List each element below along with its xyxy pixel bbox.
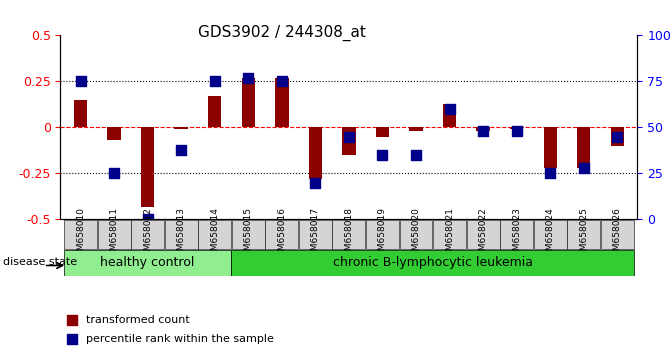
- Bar: [476, 127, 490, 131]
- Bar: [131, 220, 164, 249]
- Bar: [342, 127, 356, 155]
- Point: [344, 134, 354, 139]
- Text: transformed count: transformed count: [87, 315, 190, 325]
- Bar: [141, 127, 154, 207]
- Point: [377, 152, 388, 158]
- Bar: [332, 220, 365, 249]
- Bar: [198, 220, 231, 249]
- Bar: [443, 103, 456, 127]
- Point: [411, 152, 421, 158]
- Point: [511, 128, 522, 134]
- Bar: [577, 127, 590, 168]
- Text: GSM658010: GSM658010: [76, 207, 85, 262]
- Bar: [232, 220, 264, 249]
- Bar: [399, 220, 432, 249]
- Bar: [275, 78, 289, 127]
- Bar: [601, 220, 633, 249]
- Point: [109, 171, 119, 176]
- Bar: [231, 250, 634, 276]
- Text: GSM658016: GSM658016: [277, 207, 287, 262]
- Text: GSM658020: GSM658020: [411, 207, 421, 262]
- Text: chronic B-lymphocytic leukemia: chronic B-lymphocytic leukemia: [333, 256, 533, 269]
- Text: GSM658011: GSM658011: [109, 207, 119, 262]
- Point: [176, 147, 187, 152]
- Point: [478, 128, 488, 134]
- Bar: [208, 96, 221, 127]
- Bar: [433, 220, 466, 249]
- Bar: [611, 127, 624, 146]
- Bar: [409, 127, 423, 131]
- Bar: [567, 220, 600, 249]
- Text: GSM658024: GSM658024: [546, 207, 555, 262]
- Point: [578, 165, 589, 171]
- Point: [444, 106, 455, 112]
- Point: [448, 48, 459, 54]
- Bar: [544, 127, 557, 168]
- Bar: [299, 220, 331, 249]
- Bar: [64, 250, 231, 276]
- Point: [612, 134, 623, 139]
- Bar: [309, 127, 322, 179]
- Text: GDS3902 / 244308_at: GDS3902 / 244308_at: [198, 25, 366, 41]
- Bar: [242, 78, 255, 127]
- Point: [75, 79, 86, 84]
- Text: percentile rank within the sample: percentile rank within the sample: [87, 333, 274, 344]
- Text: GSM658013: GSM658013: [176, 207, 186, 262]
- Text: GSM658021: GSM658021: [445, 207, 454, 262]
- Bar: [533, 220, 566, 249]
- Point: [545, 171, 556, 176]
- Point: [276, 79, 287, 84]
- Point: [310, 180, 321, 185]
- Point: [448, 218, 459, 224]
- Text: GSM658026: GSM658026: [613, 207, 622, 262]
- Text: GSM658025: GSM658025: [579, 207, 588, 262]
- Bar: [510, 127, 523, 129]
- Bar: [366, 220, 399, 249]
- Bar: [466, 220, 499, 249]
- Bar: [97, 220, 130, 249]
- Text: disease state: disease state: [3, 257, 77, 267]
- Text: GSM658019: GSM658019: [378, 207, 387, 262]
- Point: [209, 79, 220, 84]
- Text: GSM658012: GSM658012: [143, 207, 152, 262]
- Text: healthy control: healthy control: [101, 256, 195, 269]
- Bar: [174, 127, 188, 129]
- Bar: [376, 127, 389, 137]
- Text: GSM658023: GSM658023: [512, 207, 521, 262]
- Text: GSM658017: GSM658017: [311, 207, 320, 262]
- Bar: [107, 127, 121, 140]
- Point: [243, 75, 254, 81]
- Text: GSM658018: GSM658018: [344, 207, 354, 262]
- Bar: [265, 220, 298, 249]
- Text: GSM658015: GSM658015: [244, 207, 253, 262]
- Bar: [500, 220, 533, 249]
- Text: GSM658022: GSM658022: [478, 207, 488, 262]
- Text: GSM658014: GSM658014: [210, 207, 219, 262]
- Bar: [164, 220, 197, 249]
- Bar: [74, 100, 87, 127]
- Bar: [64, 220, 97, 249]
- Point: [142, 217, 153, 222]
